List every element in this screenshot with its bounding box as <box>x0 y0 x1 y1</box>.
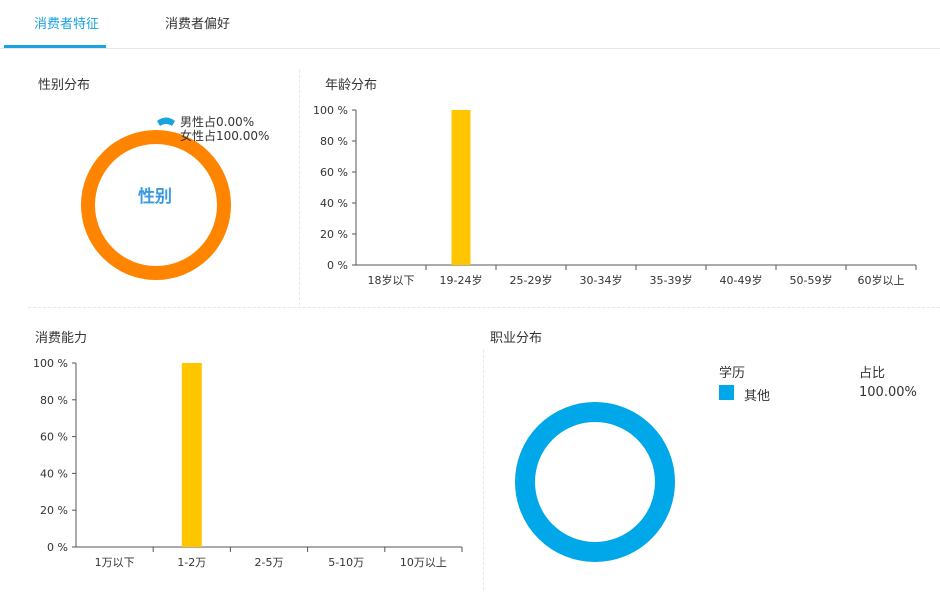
active-tab-indicator <box>4 45 106 48</box>
female-legend-label: 女性占100.00% <box>180 128 269 143</box>
occupation-legend-header-share: 占比 <box>859 366 886 381</box>
spending-y-tick-label: 40 % <box>40 467 68 480</box>
age-y-tick-label: 0 % <box>327 259 348 272</box>
age-x-tick-label: 50-59岁 <box>790 273 833 287</box>
gender-center-label: 性别 <box>138 186 172 207</box>
spending-y-tick-label: 20 % <box>40 504 68 517</box>
age-x-tick-label: 25-29岁 <box>510 273 553 287</box>
spending-bar[interactable] <box>181 363 202 547</box>
spending-x-tick-label: 10万以上 <box>400 556 447 569</box>
age-panel-title: 年龄分布 <box>325 78 378 93</box>
age-x-tick-label: 18岁以下 <box>368 273 415 287</box>
gender-panel-title: 性别分布 <box>38 78 91 93</box>
age-x-tick-label: 30-34岁 <box>580 273 623 287</box>
spending-x-tick-label: 1-2万 <box>177 556 206 569</box>
tab-consumer-features[interactable]: 消费者特征 <box>34 17 100 32</box>
divider-vertical-top <box>299 70 300 305</box>
spending-y-tick-label: 60 % <box>40 431 68 444</box>
age-x-tick-label: 19-24岁 <box>440 273 483 287</box>
age-y-tick-label: 20 % <box>320 228 348 241</box>
spending-x-tick-label: 1万以下 <box>95 556 135 569</box>
occupation-slice-0[interactable] <box>515 402 675 562</box>
tab-consumer-preferences[interactable]: 消费者偏好 <box>165 17 231 32</box>
age-y-tick-label: 60 % <box>320 166 348 179</box>
tab-bar: 消费者特征 消费者偏好 <box>0 0 940 49</box>
spending-x-tick-label: 5-10万 <box>328 556 364 569</box>
occupation-panel-title: 职业分布 <box>490 331 543 346</box>
age-x-tick-label: 40-49岁 <box>720 273 763 287</box>
gender-slice-1[interactable] <box>81 130 231 280</box>
spending-y-tick-label: 80 % <box>40 394 68 407</box>
age-bar[interactable] <box>451 110 471 265</box>
divider-horizontal <box>28 307 940 308</box>
male-legend-label: 男性占0.00% <box>180 114 254 129</box>
spending-panel-title: 消费能力 <box>35 331 88 346</box>
occupation-legend-value: 100.00% <box>859 385 917 400</box>
age-y-tick-label: 100 % <box>313 104 348 117</box>
occupation-legend-header-category: 学历 <box>719 366 746 381</box>
age-x-tick-label: 35-39岁 <box>650 273 693 287</box>
male-legend-icon <box>157 117 175 126</box>
occupation-legend-swatch <box>719 385 734 400</box>
age-x-tick-label: 60岁以上 <box>858 273 905 287</box>
spending-x-tick-label: 2-5万 <box>255 556 284 569</box>
occupation-legend-label: 其他 <box>744 389 771 404</box>
age-y-tick-label: 40 % <box>320 197 348 210</box>
divider-vertical-bottom <box>483 350 484 590</box>
spending-y-tick-label: 0 % <box>47 541 68 554</box>
age-y-tick-label: 80 % <box>320 135 348 148</box>
spending-y-tick-label: 100 % <box>33 357 68 370</box>
